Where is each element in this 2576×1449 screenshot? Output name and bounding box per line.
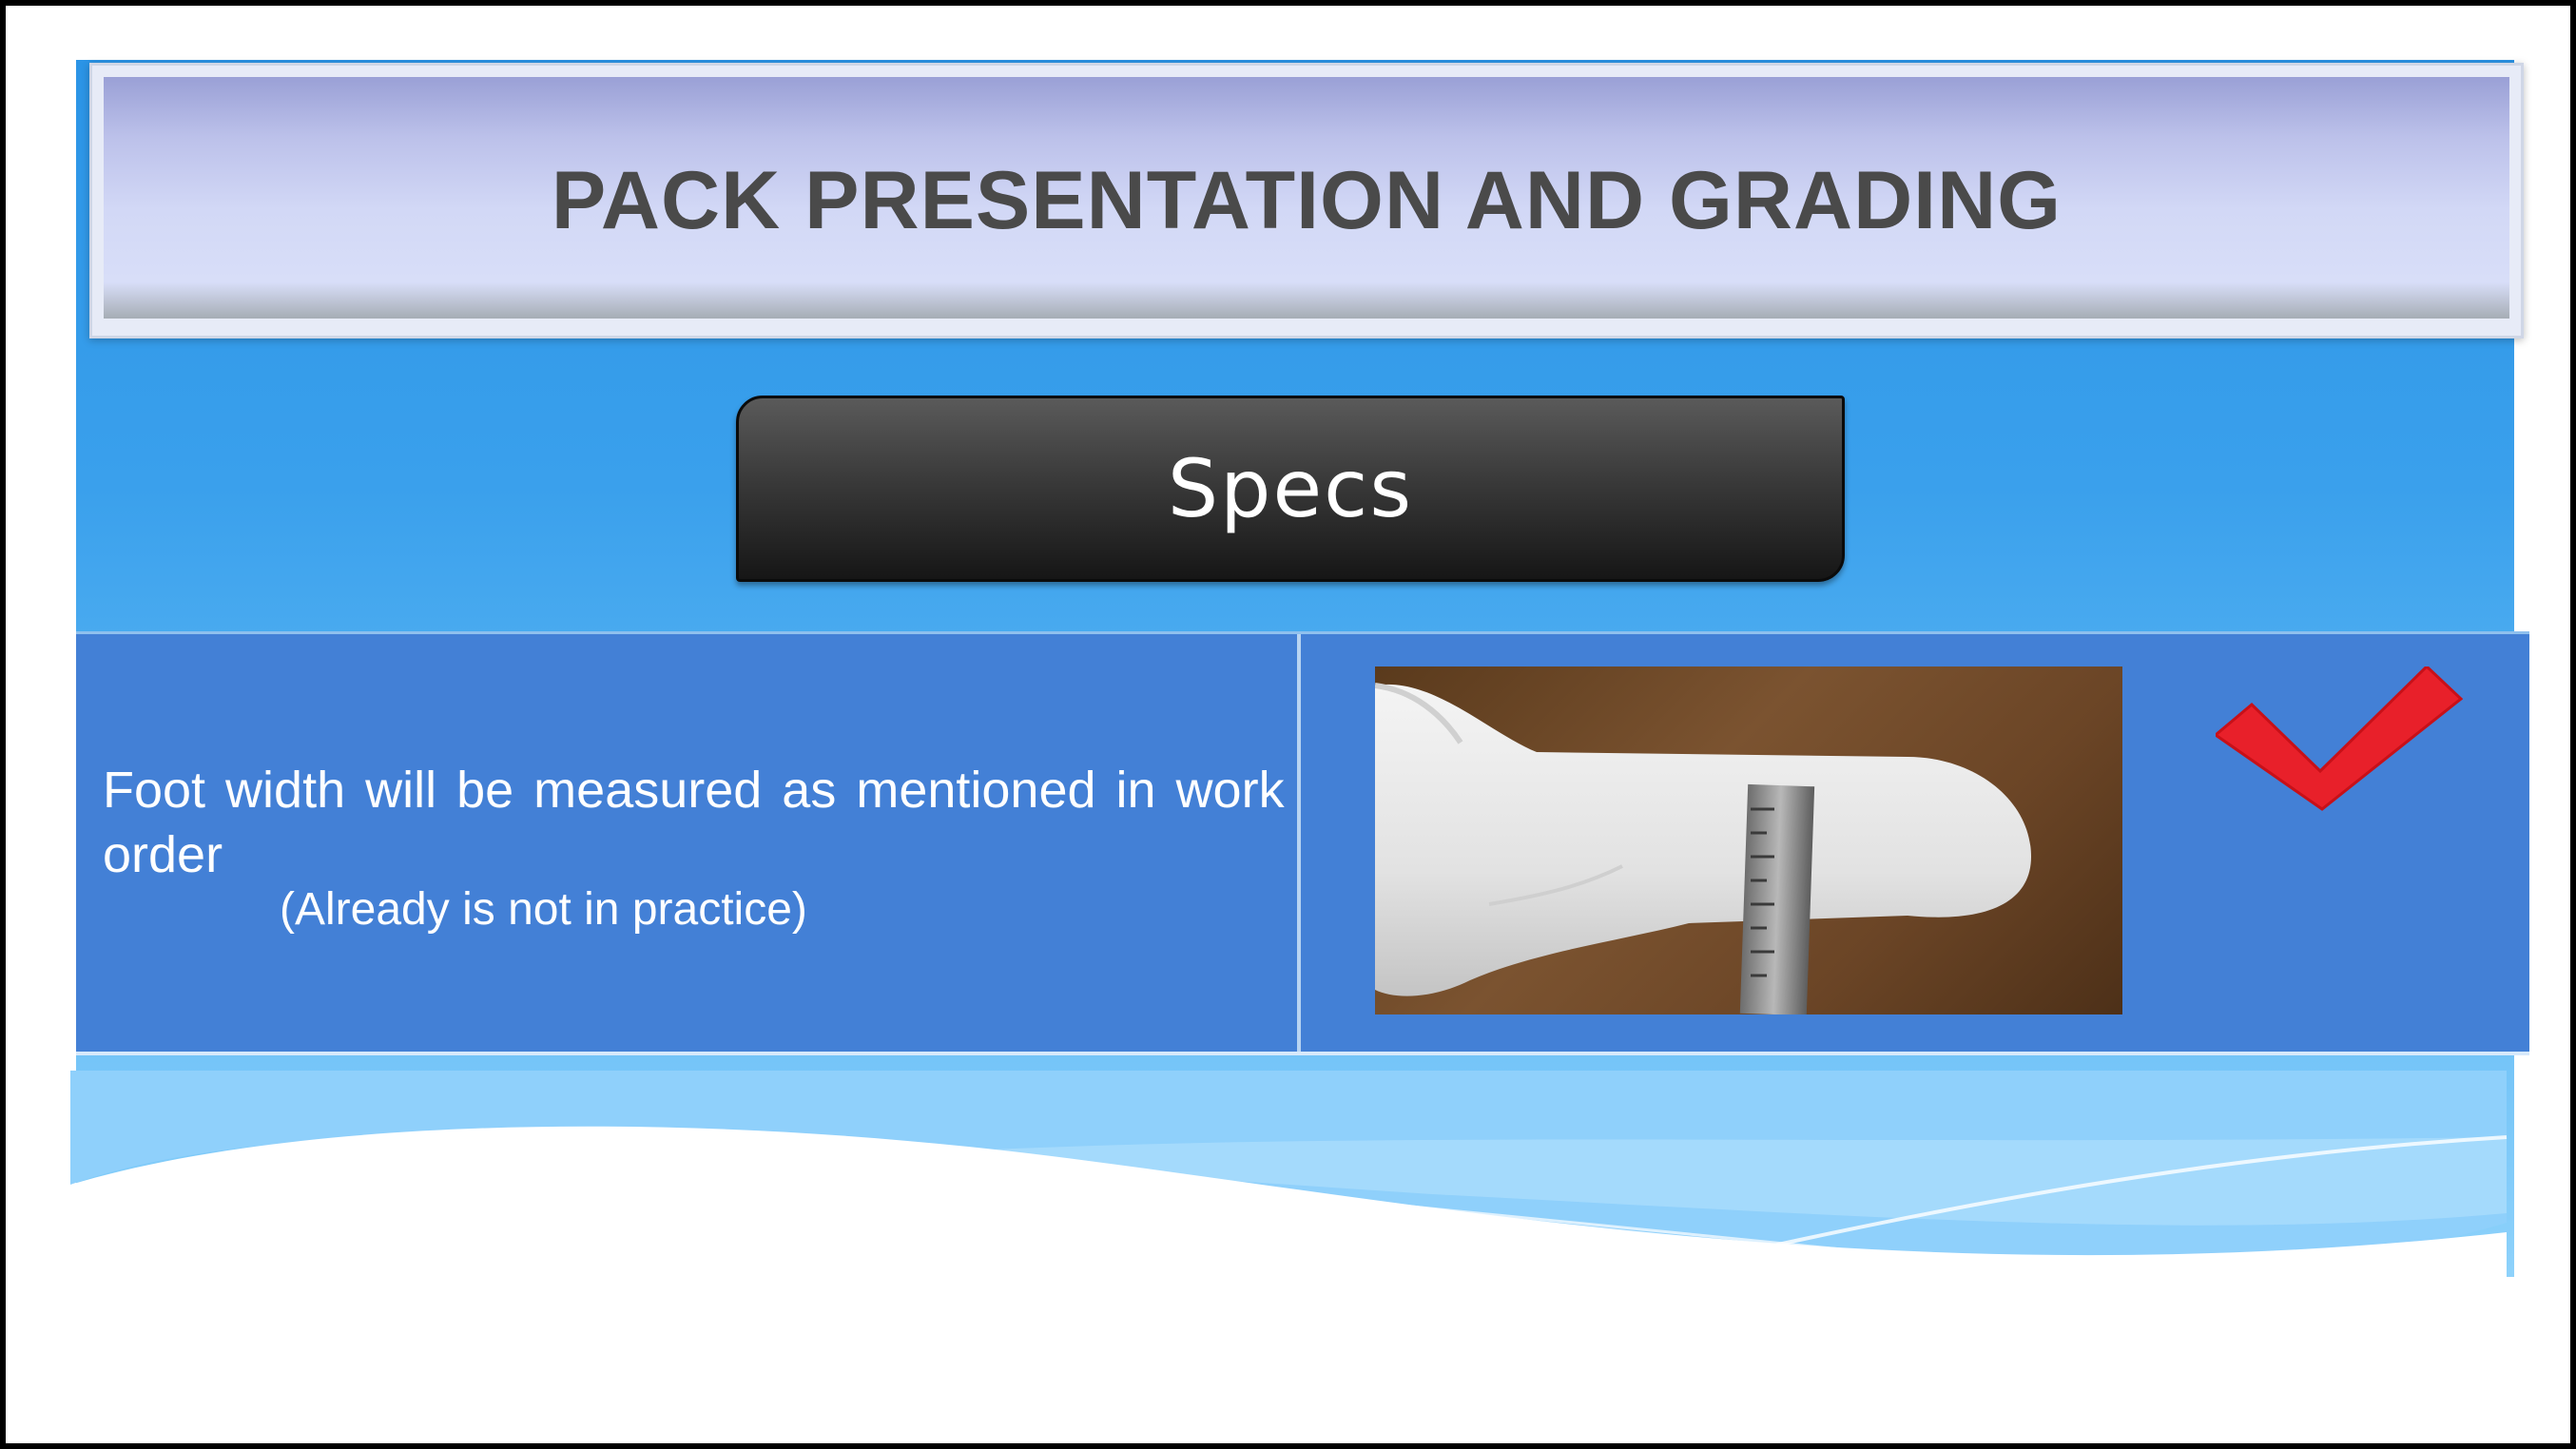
checkmark-icon <box>2216 667 2463 811</box>
page-title: PACK PRESENTATION AND GRADING <box>551 154 2063 246</box>
specs-button[interactable]: Specs <box>736 396 1845 582</box>
sock-photo-illustration <box>1375 683 2031 1014</box>
sock-measurement-photo <box>1375 667 2122 1014</box>
title-banner-inner: PACK PRESENTATION AND GRADING <box>104 77 2509 319</box>
slide-frame: PACK PRESENTATION AND GRADING Specs Foot… <box>6 6 2570 1443</box>
content-table: Foot width will be measured as mentioned… <box>76 631 2529 1055</box>
description-note: (Already is not in practice) <box>280 884 807 935</box>
image-cell <box>1301 634 2529 1052</box>
description-cell: Foot width will be measured as mentioned… <box>76 634 1301 1052</box>
description-text: Foot width will be measured as mentioned… <box>103 762 1285 883</box>
specs-button-label: Specs <box>1167 442 1414 535</box>
title-banner: PACK PRESENTATION AND GRADING <box>89 63 2524 338</box>
decorative-waves <box>6 1071 2508 1443</box>
